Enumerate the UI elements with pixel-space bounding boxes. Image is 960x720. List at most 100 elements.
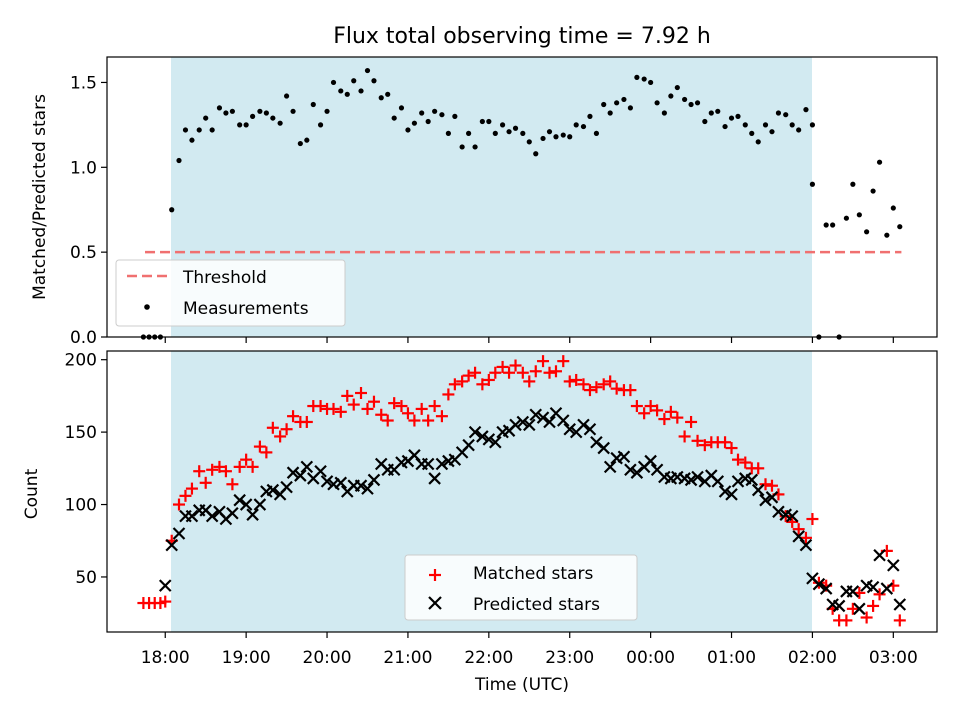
legend-measurements-swatch xyxy=(144,304,150,310)
measurement-point xyxy=(540,135,546,142)
measurement-point xyxy=(876,159,883,165)
matched-star-point xyxy=(752,462,765,475)
matched-star-point xyxy=(199,476,212,489)
x-tick-label: 23:00 xyxy=(545,648,594,668)
y-tick-label: 100 xyxy=(65,496,97,516)
ratio-legend-box xyxy=(115,259,346,327)
matched-star-point xyxy=(543,366,556,379)
matched-star-point xyxy=(179,489,192,502)
matched-star-point xyxy=(489,366,502,379)
matched-star-point xyxy=(638,407,651,420)
measurement-point xyxy=(762,122,769,128)
measurement-point xyxy=(587,113,593,119)
matched-star-point xyxy=(448,378,461,391)
predicted-star-point xyxy=(880,582,894,595)
measurement-point xyxy=(459,144,465,150)
measurement-point xyxy=(607,110,613,116)
measurement-point xyxy=(445,130,451,136)
measurement-point xyxy=(452,113,458,119)
matched-star-point xyxy=(334,405,347,418)
predicted-star-point xyxy=(799,538,813,552)
y-tick-label: 1.5 xyxy=(70,73,97,93)
matched-star-point xyxy=(563,375,576,388)
measurement-point xyxy=(567,134,573,140)
matched-star-point xyxy=(314,400,327,413)
matched-star-point xyxy=(759,478,772,491)
matched-star-point xyxy=(893,614,906,627)
predicted-star-point xyxy=(421,457,435,471)
matched-star-point xyxy=(327,402,340,415)
matched-star-point xyxy=(300,415,313,428)
matched-star-point xyxy=(583,384,596,397)
predicted-star-point xyxy=(482,433,496,446)
matched-star-point xyxy=(610,382,623,395)
x-tick-label: 00:00 xyxy=(626,648,675,668)
measurement-point xyxy=(338,88,344,94)
matched-star-point xyxy=(516,366,529,379)
matched-star-point xyxy=(260,446,273,459)
measurement-point xyxy=(506,129,512,135)
measurement-point xyxy=(789,122,795,128)
measurement-point xyxy=(216,105,223,111)
matched-star-point xyxy=(786,515,799,528)
measurement-point xyxy=(351,78,357,84)
matched-star-point xyxy=(678,430,691,443)
measurement-point xyxy=(890,205,896,211)
matched-star-point xyxy=(658,413,671,426)
predicted-star-point xyxy=(476,430,489,443)
measurement-point xyxy=(648,79,654,86)
measurement-point xyxy=(654,100,660,106)
predicted-star-point xyxy=(509,418,522,432)
x-axis-label: Time (UTC) xyxy=(474,675,569,695)
count-panel-frame xyxy=(106,350,938,633)
y-tick-label: 50 xyxy=(75,568,97,588)
measurement-point xyxy=(830,222,836,228)
measurement-point xyxy=(668,93,674,99)
matched-star-point xyxy=(219,465,232,478)
count-legend: Matched stars Predicted stars xyxy=(404,554,638,621)
measurement-point xyxy=(593,130,600,136)
measurement-point xyxy=(560,132,566,138)
matched-star-point xyxy=(739,456,752,469)
measurement-point xyxy=(641,76,647,82)
measurement-point xyxy=(809,181,816,187)
matched-star-point xyxy=(860,611,873,624)
matched-star-point xyxy=(523,375,536,388)
measurement-point xyxy=(580,123,587,130)
predicted-star-point xyxy=(819,582,833,595)
measurement-point xyxy=(492,130,498,136)
predicted-star-point xyxy=(543,415,556,429)
predicted-star-point xyxy=(320,475,334,488)
predicted-star-point xyxy=(489,435,502,449)
matched-star-point xyxy=(765,479,778,492)
predicted-star-point xyxy=(583,422,597,436)
measurement-point xyxy=(688,101,694,108)
x-tick-label: 18:00 xyxy=(141,648,190,668)
measurement-point xyxy=(769,129,775,135)
measurement-point xyxy=(203,115,209,121)
predicted-star-point xyxy=(846,585,860,598)
measurement-point xyxy=(283,93,290,99)
legend-measurements-label: Measurements xyxy=(183,299,309,319)
measurement-point xyxy=(520,130,526,136)
y-tick-label: 1.0 xyxy=(70,158,97,178)
matched-star-point xyxy=(846,602,859,615)
matched-star-point xyxy=(280,423,293,436)
measurement-point xyxy=(884,232,890,238)
matched-star-point xyxy=(482,373,495,386)
count-y-axis-label: Count xyxy=(22,468,42,519)
matched-star-point xyxy=(806,513,819,526)
measurement-point xyxy=(843,215,849,221)
predicted-star-point xyxy=(853,602,866,616)
matched-star-point xyxy=(172,498,185,511)
measurement-point xyxy=(472,144,478,150)
matched-star-point xyxy=(597,378,610,391)
matched-star-point xyxy=(253,440,266,453)
measurement-point xyxy=(870,188,876,194)
measurement-point xyxy=(486,118,492,125)
legend-matched-label: Matched stars xyxy=(473,564,593,584)
predicted-star-point xyxy=(785,509,799,523)
predicted-star-point xyxy=(253,498,267,511)
predicted-star-point xyxy=(772,505,785,519)
predicted-star-point xyxy=(866,580,880,594)
